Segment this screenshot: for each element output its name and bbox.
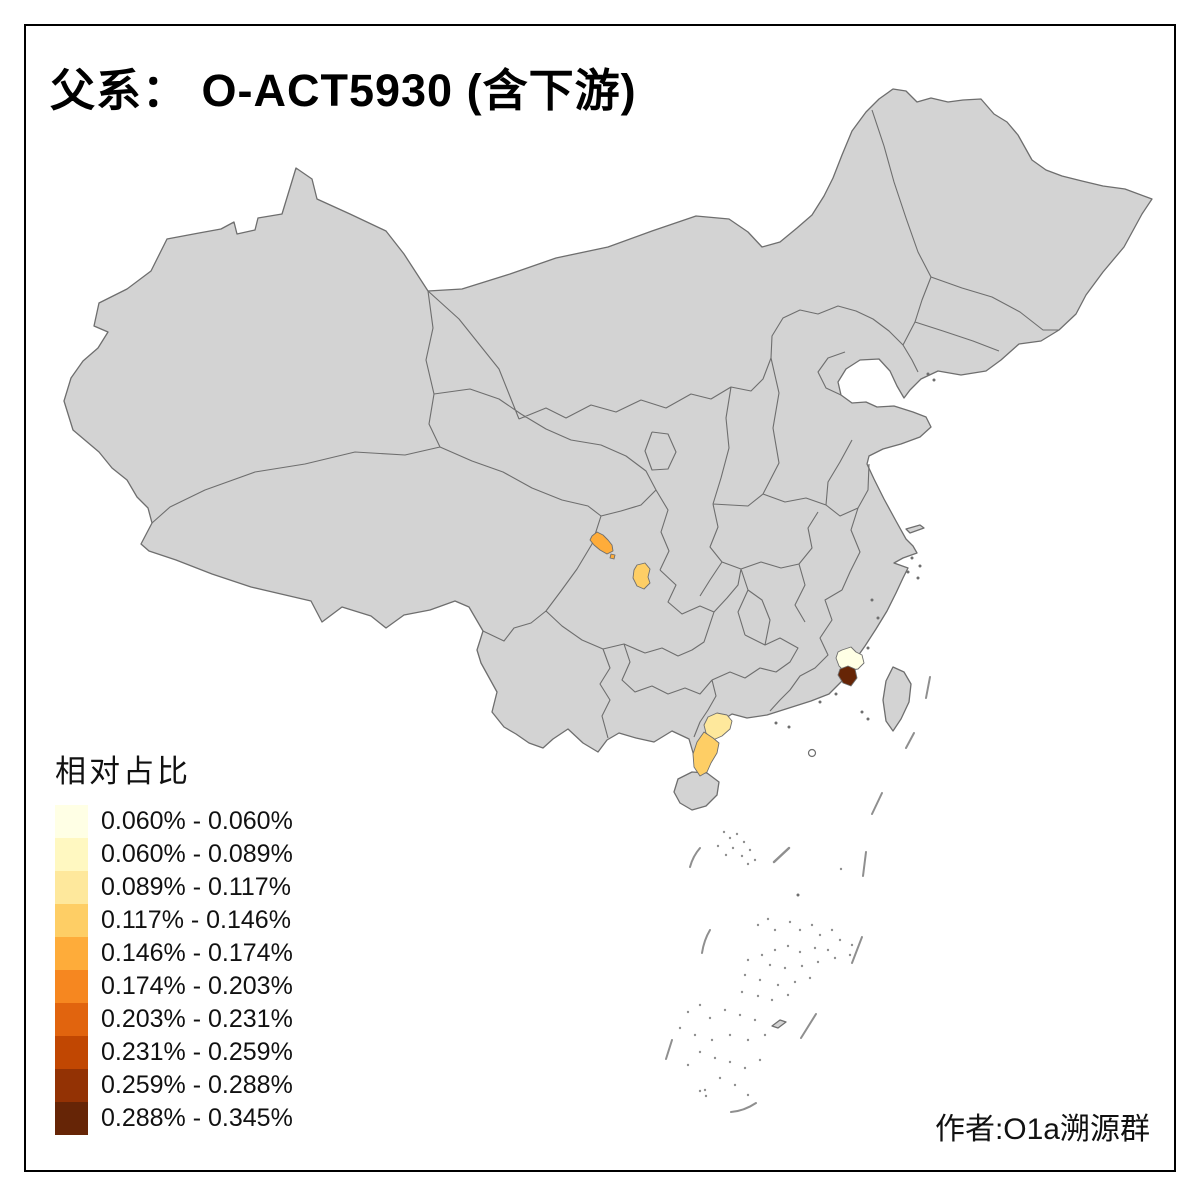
legend-label: 0.117% - 0.146% — [101, 906, 291, 934]
south-china-sea-islets — [678, 830, 854, 1098]
chongming-island — [905, 524, 925, 534]
legend-swatch — [55, 904, 88, 937]
legend-swatch — [55, 871, 88, 904]
legend-label: 0.259% - 0.288% — [101, 1071, 293, 1099]
legend-item: 0.174% - 0.203% — [55, 970, 385, 1003]
legend: 相对占比 0.060% - 0.060% 0.060% - 0.089% 0.0… — [55, 746, 385, 1135]
legend-item: 0.089% - 0.117% — [55, 871, 385, 904]
coastal-island-dots — [774, 372, 936, 897]
landmass — [63, 88, 1153, 1029]
page-title: 父系： O-ACT5930 (含下游) — [50, 65, 637, 116]
legend-swatch — [55, 937, 88, 970]
nine-dash-line — [665, 676, 931, 1113]
legend-label: 0.060% - 0.089% — [101, 840, 293, 868]
mainland-outline — [63, 88, 1153, 775]
legend-title: 相对占比 — [55, 754, 191, 789]
taiwan-island — [882, 666, 912, 732]
legend-label: 0.146% - 0.174% — [101, 939, 293, 967]
legend-swatch — [55, 838, 88, 871]
legend-swatch — [55, 1003, 88, 1036]
region-leizhou-peninsula — [692, 731, 720, 777]
spratly-islet — [771, 1019, 787, 1029]
legend-item: 0.060% - 0.060% — [55, 805, 385, 838]
pratas-island — [807, 748, 817, 758]
legend-swatch — [55, 970, 88, 1003]
highlighted-regions — [589, 531, 865, 777]
legend-item: 0.060% - 0.089% — [55, 838, 385, 871]
legend-rows: 0.060% - 0.060% 0.060% - 0.089% 0.089% -… — [55, 805, 385, 1135]
region-north-leizhou — [703, 712, 733, 741]
legend-item: 0.288% - 0.345% — [55, 1102, 385, 1135]
legend-swatch — [55, 1102, 88, 1135]
hainan-island — [673, 771, 720, 811]
legend-item: 0.259% - 0.288% — [55, 1069, 385, 1102]
region-xiamen-area — [837, 665, 858, 687]
legend-item: 0.231% - 0.259% — [55, 1036, 385, 1069]
legend-label: 0.231% - 0.259% — [101, 1038, 293, 1066]
legend-swatch — [55, 1069, 88, 1102]
legend-swatch — [55, 1036, 88, 1069]
attribution: 作者:O1a溯源群 — [934, 1113, 1150, 1146]
region-central-sichuan — [632, 562, 651, 590]
legend-label: 0.174% - 0.203% — [101, 972, 293, 1000]
province-borders — [151, 109, 1059, 739]
legend-label: 0.089% - 0.117% — [101, 873, 291, 901]
legend-item: 0.146% - 0.174% — [55, 937, 385, 970]
legend-label: 0.288% - 0.345% — [101, 1104, 293, 1132]
legend-item: 0.117% - 0.146% — [55, 904, 385, 937]
legend-item: 0.203% - 0.231% — [55, 1003, 385, 1036]
region-west-sichuan — [589, 531, 616, 560]
legend-label: 0.060% - 0.060% — [101, 807, 293, 835]
legend-swatch — [55, 805, 88, 838]
legend-label: 0.203% - 0.231% — [101, 1005, 293, 1033]
